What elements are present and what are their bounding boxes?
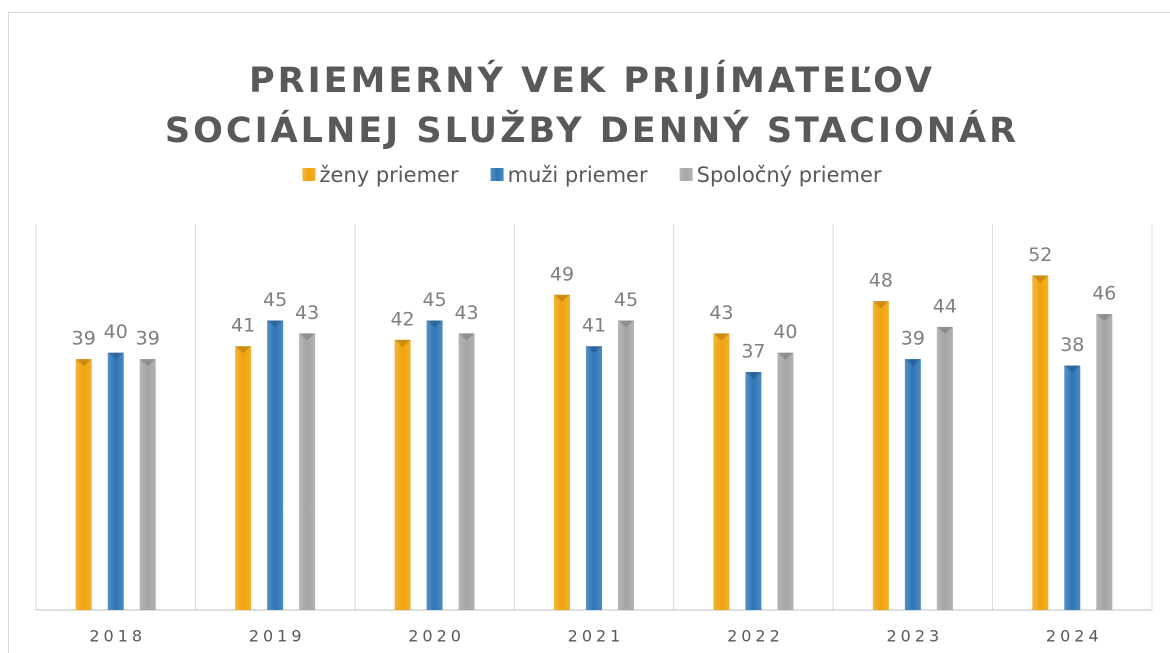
- bar-bevel: [936, 326, 953, 334]
- bar-bevel: [713, 333, 730, 341]
- bar: [586, 346, 602, 610]
- bar-bevel: [394, 339, 411, 347]
- bar: [267, 320, 284, 610]
- value-label: 45: [614, 289, 638, 311]
- bar: [936, 326, 953, 610]
- value-label: 52: [1028, 244, 1052, 266]
- bar-bevel: [75, 359, 92, 367]
- bar: [1064, 365, 1081, 610]
- x-tick-label: 2021: [568, 627, 625, 646]
- value-label: 37: [741, 340, 765, 362]
- bar: [777, 352, 794, 610]
- bar: [299, 333, 316, 610]
- value-label: 41: [231, 315, 255, 337]
- bar-bevel: [426, 320, 443, 328]
- bar-bevel: [139, 359, 156, 367]
- bar: [618, 320, 634, 610]
- chart-title: PRIEMERNÝ VEK PRIJÍMATEĽOV: [249, 58, 935, 101]
- legend-swatch: [679, 168, 693, 181]
- legend-label: Spoločný priemer: [697, 163, 882, 187]
- value-label: 42: [390, 308, 414, 330]
- bar-bevel: [1032, 275, 1049, 283]
- bar: [554, 294, 570, 610]
- bar: [235, 346, 252, 610]
- value-label: 43: [709, 302, 733, 324]
- value-label: 44: [933, 295, 957, 317]
- x-tick-label: 2022: [727, 627, 784, 646]
- value-label: 49: [550, 263, 574, 285]
- legend-label: ženy priemer: [319, 163, 458, 187]
- legend-swatch: [302, 168, 316, 181]
- chart-title: SOCIÁLNEJ SLUŽBY DENNÝ STACIONÁR: [165, 108, 1019, 151]
- value-label: 48: [869, 270, 893, 292]
- bar-bevel: [586, 346, 602, 354]
- legend: ženy priemer muži priemer Spoločný priemer: [302, 163, 882, 187]
- x-tick-label: 2018: [89, 627, 146, 646]
- bar: [107, 352, 124, 610]
- bar-bevel: [872, 301, 889, 309]
- legend-label: muži priemer: [508, 163, 648, 187]
- value-label: 40: [773, 321, 797, 343]
- bar: [872, 301, 889, 610]
- bar: [75, 359, 92, 610]
- value-label: 43: [295, 302, 319, 324]
- bar-bevel: [1064, 365, 1081, 373]
- legend-swatch: [490, 168, 504, 181]
- bar-bevel: [904, 359, 921, 367]
- bar: [1096, 314, 1113, 610]
- bar-bevel: [107, 352, 124, 360]
- bar-bevel: [745, 371, 762, 379]
- value-label: 45: [422, 289, 446, 311]
- x-tick-label: 2019: [249, 627, 306, 646]
- value-label: 45: [263, 289, 287, 311]
- value-label: 46: [1092, 283, 1116, 305]
- bar-bevel: [299, 333, 316, 341]
- value-label: 43: [454, 302, 478, 324]
- bar: [904, 359, 921, 610]
- bar-bevel: [1096, 314, 1113, 322]
- bar-bevel: [618, 320, 634, 328]
- x-tick-label: 2024: [1046, 627, 1103, 646]
- bar-bevel: [777, 352, 794, 360]
- bar-bevel: [235, 346, 252, 354]
- bar: [458, 333, 475, 610]
- bar: [394, 339, 411, 610]
- value-label: 41: [582, 315, 606, 337]
- bar: [1032, 275, 1049, 610]
- bar-bevel: [267, 320, 284, 328]
- x-tick-label: 2020: [408, 627, 465, 646]
- bar-bevel: [554, 294, 570, 302]
- bar-bevel: [458, 333, 475, 341]
- x-tick-label: 2023: [886, 627, 943, 646]
- value-label: 39: [136, 328, 160, 350]
- value-label: 39: [901, 328, 925, 350]
- value-label: 38: [1060, 334, 1084, 356]
- value-label: 39: [72, 328, 96, 350]
- bar: [713, 333, 730, 610]
- bar: [426, 320, 443, 610]
- bar: [139, 359, 156, 610]
- bar: [745, 371, 762, 610]
- value-label: 40: [104, 321, 128, 343]
